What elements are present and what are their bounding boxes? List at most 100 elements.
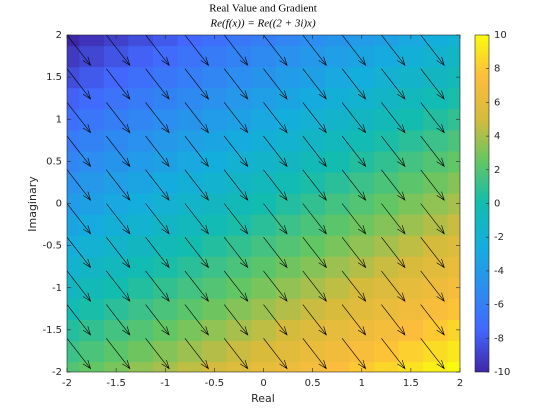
heat-cell (177, 150, 203, 173)
arrow (67, 237, 92, 269)
heat-cell (447, 87, 460, 110)
chart-subtitle: Re(f(x)) = Re((2 + 3i)x) (209, 18, 316, 30)
arrow (223, 237, 249, 269)
heat-cell (67, 214, 80, 236)
heat-cell (398, 171, 424, 194)
heat-cell (251, 87, 277, 110)
heat-cell (67, 87, 80, 110)
heat-cell (374, 66, 400, 89)
heat-cell (177, 45, 203, 68)
heat-cell (447, 319, 460, 342)
arrow (184, 135, 210, 168)
arrow (302, 304, 327, 336)
heat-cell (67, 171, 80, 194)
heat-cell (177, 87, 203, 110)
arrow (106, 338, 131, 370)
heat-cell (177, 235, 203, 257)
heat-cell (324, 108, 351, 131)
arrow (184, 270, 210, 302)
heat-cell (398, 45, 424, 68)
arrow (184, 338, 210, 370)
heat-cell (79, 340, 105, 363)
arrow (420, 338, 445, 370)
heat-cell (67, 129, 80, 152)
heat-cell (128, 298, 154, 320)
heat-cell (374, 277, 400, 299)
arrow (145, 304, 170, 336)
heat-cell (128, 87, 154, 110)
arrow (420, 169, 445, 201)
heat-cell (251, 66, 277, 89)
arrow (381, 169, 406, 201)
heat-cell (79, 45, 105, 68)
heat-cell (67, 277, 80, 299)
arrow (460, 372, 484, 402)
heat-cell (349, 256, 375, 278)
heat-cell (128, 150, 154, 173)
heat-cell (251, 256, 277, 278)
y-tick-label: 1.5 (46, 72, 62, 83)
heat-cell (226, 277, 252, 299)
heat-cell (374, 361, 400, 372)
heat-cell (103, 129, 130, 152)
colorbar-tick-label: 4 (494, 131, 500, 142)
heat-cell (103, 150, 130, 173)
arrow (263, 68, 288, 100)
heat-cell (447, 340, 460, 363)
heat-cell (103, 277, 130, 299)
heat-cell (226, 66, 252, 89)
heat-cell (67, 298, 80, 320)
heat-cell (226, 171, 252, 194)
arrow (67, 203, 92, 235)
heat-cell (349, 277, 375, 299)
heat-cell (226, 235, 252, 257)
heat-cell (177, 319, 203, 342)
arrow (67, 338, 92, 370)
y-tick-label: -1.5 (42, 325, 62, 336)
heat-cell (202, 235, 228, 257)
heat-cell (423, 319, 449, 342)
heat-cell (300, 87, 326, 110)
heat-cell (324, 171, 351, 194)
x-tick-label: 1.5 (403, 378, 419, 389)
heat-cell (324, 214, 351, 236)
arrow (106, 169, 131, 201)
arrow (302, 35, 327, 67)
arrow (381, 102, 406, 134)
heat-cell (447, 298, 460, 320)
heat-cell (300, 235, 326, 257)
arrow (420, 68, 445, 100)
arrow (67, 270, 92, 302)
heat-cell (349, 35, 375, 47)
heat-cell (67, 340, 80, 363)
arrow (106, 102, 131, 134)
heat-cell (324, 256, 351, 278)
heat-cell (177, 66, 203, 89)
arrow (420, 237, 445, 269)
heat-cell (128, 256, 154, 278)
heat-cell (447, 35, 460, 47)
heat-cell (79, 129, 105, 152)
heat-cell (202, 192, 228, 215)
heat-cell (324, 277, 351, 299)
arrow (420, 371, 422, 372)
heat-cell (67, 45, 80, 68)
arrow (381, 270, 406, 302)
heat-cell (275, 256, 301, 278)
arrow (381, 371, 382, 372)
heat-cell (177, 361, 203, 372)
arrow (184, 237, 210, 269)
arrow (302, 338, 327, 370)
heat-cell (202, 319, 228, 342)
heat-cell (103, 87, 130, 110)
heat-cell (447, 256, 460, 278)
heat-cell (447, 45, 460, 68)
heat-cell (202, 129, 228, 152)
arrow (341, 203, 367, 235)
heat-cell (300, 45, 326, 68)
heat-cell (374, 129, 400, 152)
arrow (420, 135, 445, 168)
arrow (341, 338, 367, 370)
heat-cell (128, 192, 154, 215)
arrow (223, 68, 249, 100)
